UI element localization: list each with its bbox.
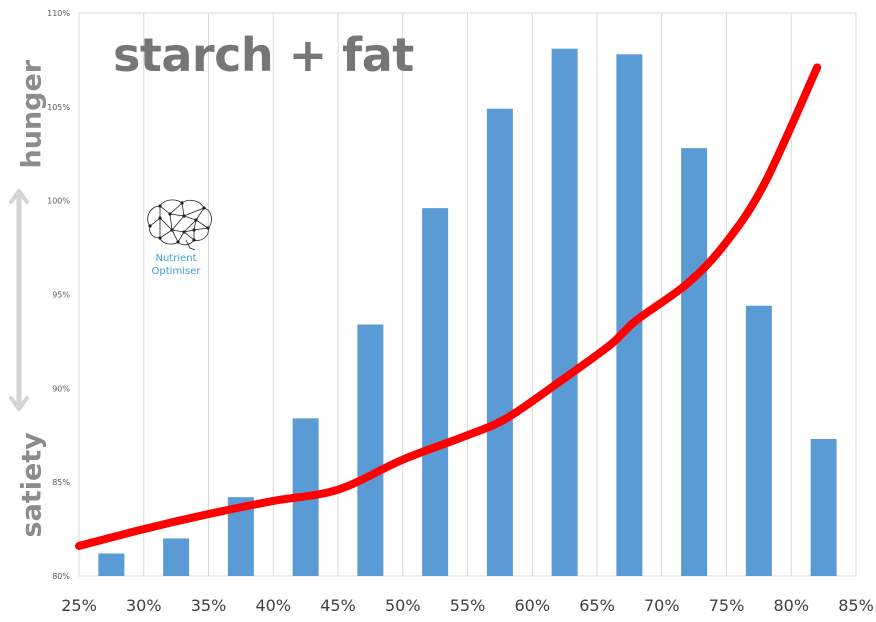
x-tick-label: 75% [709,596,745,615]
brain-network-icon [147,199,212,251]
bar [745,305,772,576]
bar [681,148,708,576]
bar [810,439,837,576]
y-tick-label: 100% [47,197,70,206]
up-down-arrow-icon [9,189,29,411]
x-tick-label: 40% [255,596,291,615]
logo-name-line2: Optimiser [151,266,201,277]
trend-line [75,63,822,550]
bar [98,553,125,576]
x-tick-label: 70% [644,596,680,615]
x-tick-label: 65% [579,596,615,615]
y-tick-label: 105% [47,103,70,112]
y-tick-label: 80% [52,572,70,581]
chart-title: starch + fat [113,28,414,82]
x-tick-label: 30% [126,596,162,615]
hunger-label: hunger [16,59,48,169]
satiety-label: satiety [16,432,48,538]
x-tick-label: 50% [385,596,421,615]
y-tick-label: 95% [52,291,70,300]
bar [551,48,578,576]
y-tick-label: 90% [52,384,70,393]
x-tick-label: 85% [838,596,874,615]
x-tick-label: 60% [514,596,550,615]
x-tick-label: 55% [450,596,486,615]
x-tick-label: 25% [61,596,97,615]
x-tick-label: 80% [773,596,809,615]
bar [486,108,513,577]
bar [163,538,190,576]
logo-name-line1: Nutrient [155,253,197,264]
bar [422,208,449,576]
bar [357,324,384,576]
y-tick-label: 85% [52,478,70,487]
y-tick-label: 110% [47,9,70,18]
x-tick-label: 35% [191,596,227,615]
x-tick-label: 45% [320,596,356,615]
